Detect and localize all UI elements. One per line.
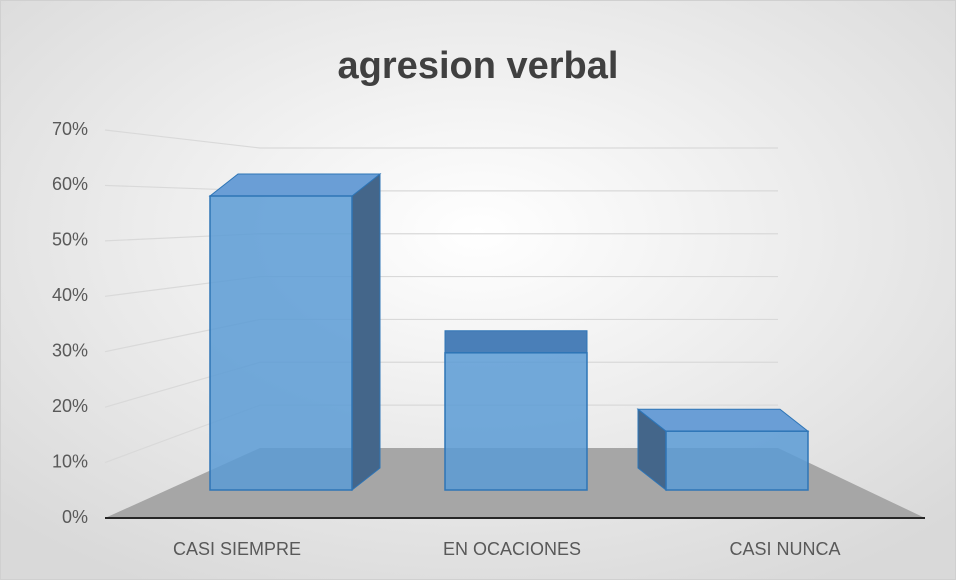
y-tick-label: 0% xyxy=(62,507,88,527)
y-tick-label: 50% xyxy=(52,230,88,250)
bar-front xyxy=(444,352,588,491)
bar-top xyxy=(444,330,588,354)
bar-top xyxy=(636,408,810,432)
bar-front xyxy=(209,195,353,491)
bar-front xyxy=(665,430,809,491)
y-tick-label: 10% xyxy=(52,451,88,471)
grid-line xyxy=(104,129,778,149)
y-tick-label: 20% xyxy=(52,396,88,416)
bar-side xyxy=(351,172,381,492)
y-tick-label: 30% xyxy=(52,340,88,360)
bar xyxy=(208,172,382,492)
chart-title: agresion verbal xyxy=(338,45,619,87)
y-tick-label: 60% xyxy=(52,174,88,194)
y-tick-label: 40% xyxy=(52,285,88,305)
bar xyxy=(636,408,810,492)
x-tick-label: CASI NUNCA xyxy=(729,539,840,559)
bar xyxy=(444,330,588,491)
x-tick-label: EN OCACIONES xyxy=(443,539,581,559)
y-tick-label: 70% xyxy=(52,119,88,139)
x-tick-label: CASI SIEMPRE xyxy=(173,539,301,559)
bar-top xyxy=(208,173,382,197)
